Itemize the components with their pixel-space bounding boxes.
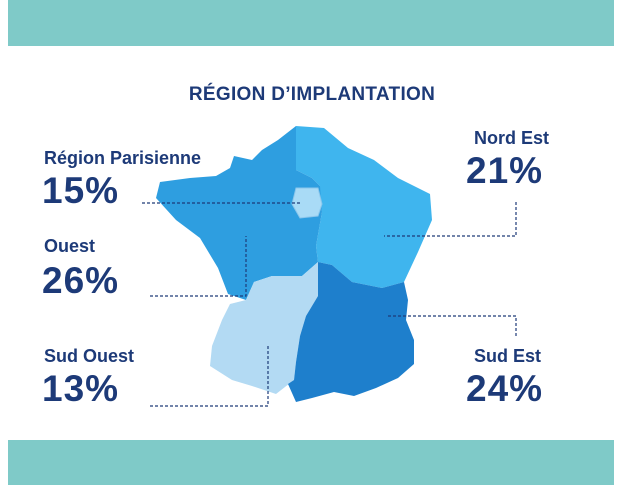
bottom-banner (8, 440, 614, 485)
ouest-label: Ouest (44, 236, 96, 256)
leader-ouest (150, 236, 247, 297)
ouest-value: 26% (42, 260, 120, 301)
leader-nord-est (384, 202, 517, 237)
leader-sud-ouest (150, 346, 269, 407)
top-banner (8, 0, 614, 46)
nord-est-value: 21% (466, 150, 544, 191)
region-parisienne-value: 15% (42, 170, 120, 211)
region-sud-ouest (210, 262, 318, 394)
region-parisienne (291, 187, 323, 219)
region-ouest (156, 126, 322, 300)
region-sud-est (288, 262, 414, 402)
region-parisienne-label: Région Parisienne (44, 148, 202, 168)
sud-est-label: Sud Est (474, 346, 542, 366)
sud-ouest-label: Sud Ouest (44, 346, 135, 366)
sud-est-value: 24% (466, 368, 544, 409)
nord-est-label: Nord Est (474, 128, 550, 148)
page-title: RÉGION D’IMPLANTATION (188, 84, 436, 105)
region-nord-est (296, 126, 432, 288)
sud-ouest-value: 13% (42, 368, 120, 409)
leader-sud-est (386, 315, 517, 336)
